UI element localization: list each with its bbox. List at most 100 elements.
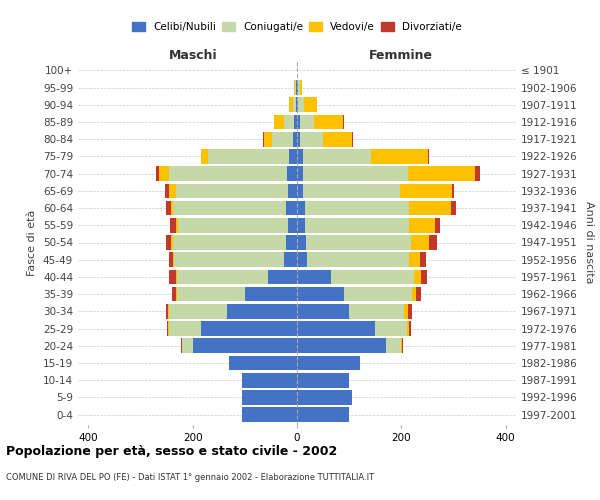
Bar xyxy=(297,287,344,302)
Bar xyxy=(169,270,176,284)
Bar xyxy=(299,132,323,146)
Bar xyxy=(297,114,299,130)
Bar xyxy=(371,149,428,164)
Bar xyxy=(298,98,304,112)
Bar xyxy=(435,218,440,232)
Bar xyxy=(421,270,427,284)
Bar xyxy=(344,287,412,302)
Bar xyxy=(401,338,403,353)
Bar xyxy=(297,408,349,422)
Bar xyxy=(167,322,169,336)
Bar xyxy=(297,356,359,370)
Bar xyxy=(297,98,298,112)
Bar xyxy=(297,252,307,267)
Bar xyxy=(227,304,297,318)
Bar xyxy=(182,338,193,353)
Bar xyxy=(159,166,169,181)
Bar xyxy=(331,270,415,284)
Bar xyxy=(293,98,296,112)
Bar xyxy=(297,80,298,95)
Bar xyxy=(407,322,409,336)
Text: Maschi: Maschi xyxy=(169,48,217,62)
Y-axis label: Fasce di età: Fasce di età xyxy=(28,210,37,276)
Bar xyxy=(200,322,297,336)
Bar xyxy=(178,218,287,232)
Bar xyxy=(176,184,287,198)
Bar xyxy=(245,287,297,302)
Bar xyxy=(170,218,176,232)
Bar xyxy=(297,200,305,216)
Bar xyxy=(169,166,287,181)
Bar xyxy=(286,200,297,216)
Bar xyxy=(415,270,421,284)
Bar xyxy=(181,338,182,353)
Bar xyxy=(169,304,227,318)
Bar xyxy=(242,408,297,422)
Bar xyxy=(169,184,176,198)
Bar xyxy=(169,322,200,336)
Bar xyxy=(419,252,426,267)
Bar xyxy=(242,373,297,388)
Bar xyxy=(297,304,349,318)
Bar xyxy=(343,114,344,130)
Bar xyxy=(171,200,173,216)
Bar xyxy=(287,166,297,181)
Bar xyxy=(169,252,173,267)
Bar xyxy=(166,200,171,216)
Bar xyxy=(208,149,289,164)
Bar xyxy=(297,235,307,250)
Legend: Celibi/Nubili, Coniugati/e, Vedovi/e, Divorziati/e: Celibi/Nubili, Coniugati/e, Vedovi/e, Di… xyxy=(128,18,466,36)
Bar xyxy=(287,184,297,198)
Bar xyxy=(416,287,421,302)
Bar xyxy=(156,166,159,181)
Bar xyxy=(297,338,386,353)
Bar xyxy=(412,287,416,302)
Bar xyxy=(289,149,297,164)
Bar xyxy=(408,304,412,318)
Bar xyxy=(428,149,430,164)
Bar xyxy=(297,218,305,232)
Bar xyxy=(177,270,268,284)
Bar xyxy=(409,218,435,232)
Bar xyxy=(475,166,479,181)
Bar xyxy=(176,270,177,284)
Bar xyxy=(193,338,297,353)
Bar xyxy=(171,235,173,250)
Bar xyxy=(407,166,475,181)
Bar xyxy=(287,218,297,232)
Bar xyxy=(297,270,331,284)
Bar xyxy=(297,149,303,164)
Bar xyxy=(386,338,401,353)
Y-axis label: Anni di nascita: Anni di nascita xyxy=(584,201,594,284)
Bar xyxy=(294,80,295,95)
Bar xyxy=(404,304,408,318)
Bar xyxy=(297,132,299,146)
Bar xyxy=(349,304,404,318)
Bar xyxy=(173,200,286,216)
Bar xyxy=(451,200,456,216)
Bar xyxy=(400,184,452,198)
Bar xyxy=(297,373,349,388)
Bar xyxy=(307,252,409,267)
Bar xyxy=(307,235,410,250)
Bar xyxy=(297,322,375,336)
Bar xyxy=(409,200,451,216)
Bar xyxy=(177,287,245,302)
Bar xyxy=(303,149,371,164)
Bar xyxy=(286,235,297,250)
Bar xyxy=(289,98,293,112)
Text: Popolazione per età, sesso e stato civile - 2002: Popolazione per età, sesso e stato civil… xyxy=(6,445,337,458)
Bar xyxy=(409,322,410,336)
Bar xyxy=(168,304,169,318)
Bar xyxy=(297,184,303,198)
Bar xyxy=(297,166,303,181)
Bar xyxy=(299,114,314,130)
Bar xyxy=(293,132,297,146)
Bar xyxy=(452,184,454,198)
Bar xyxy=(229,356,297,370)
Bar xyxy=(264,132,272,146)
Bar xyxy=(272,132,293,146)
Bar xyxy=(304,98,317,112)
Bar xyxy=(173,252,175,267)
Bar xyxy=(274,114,284,130)
